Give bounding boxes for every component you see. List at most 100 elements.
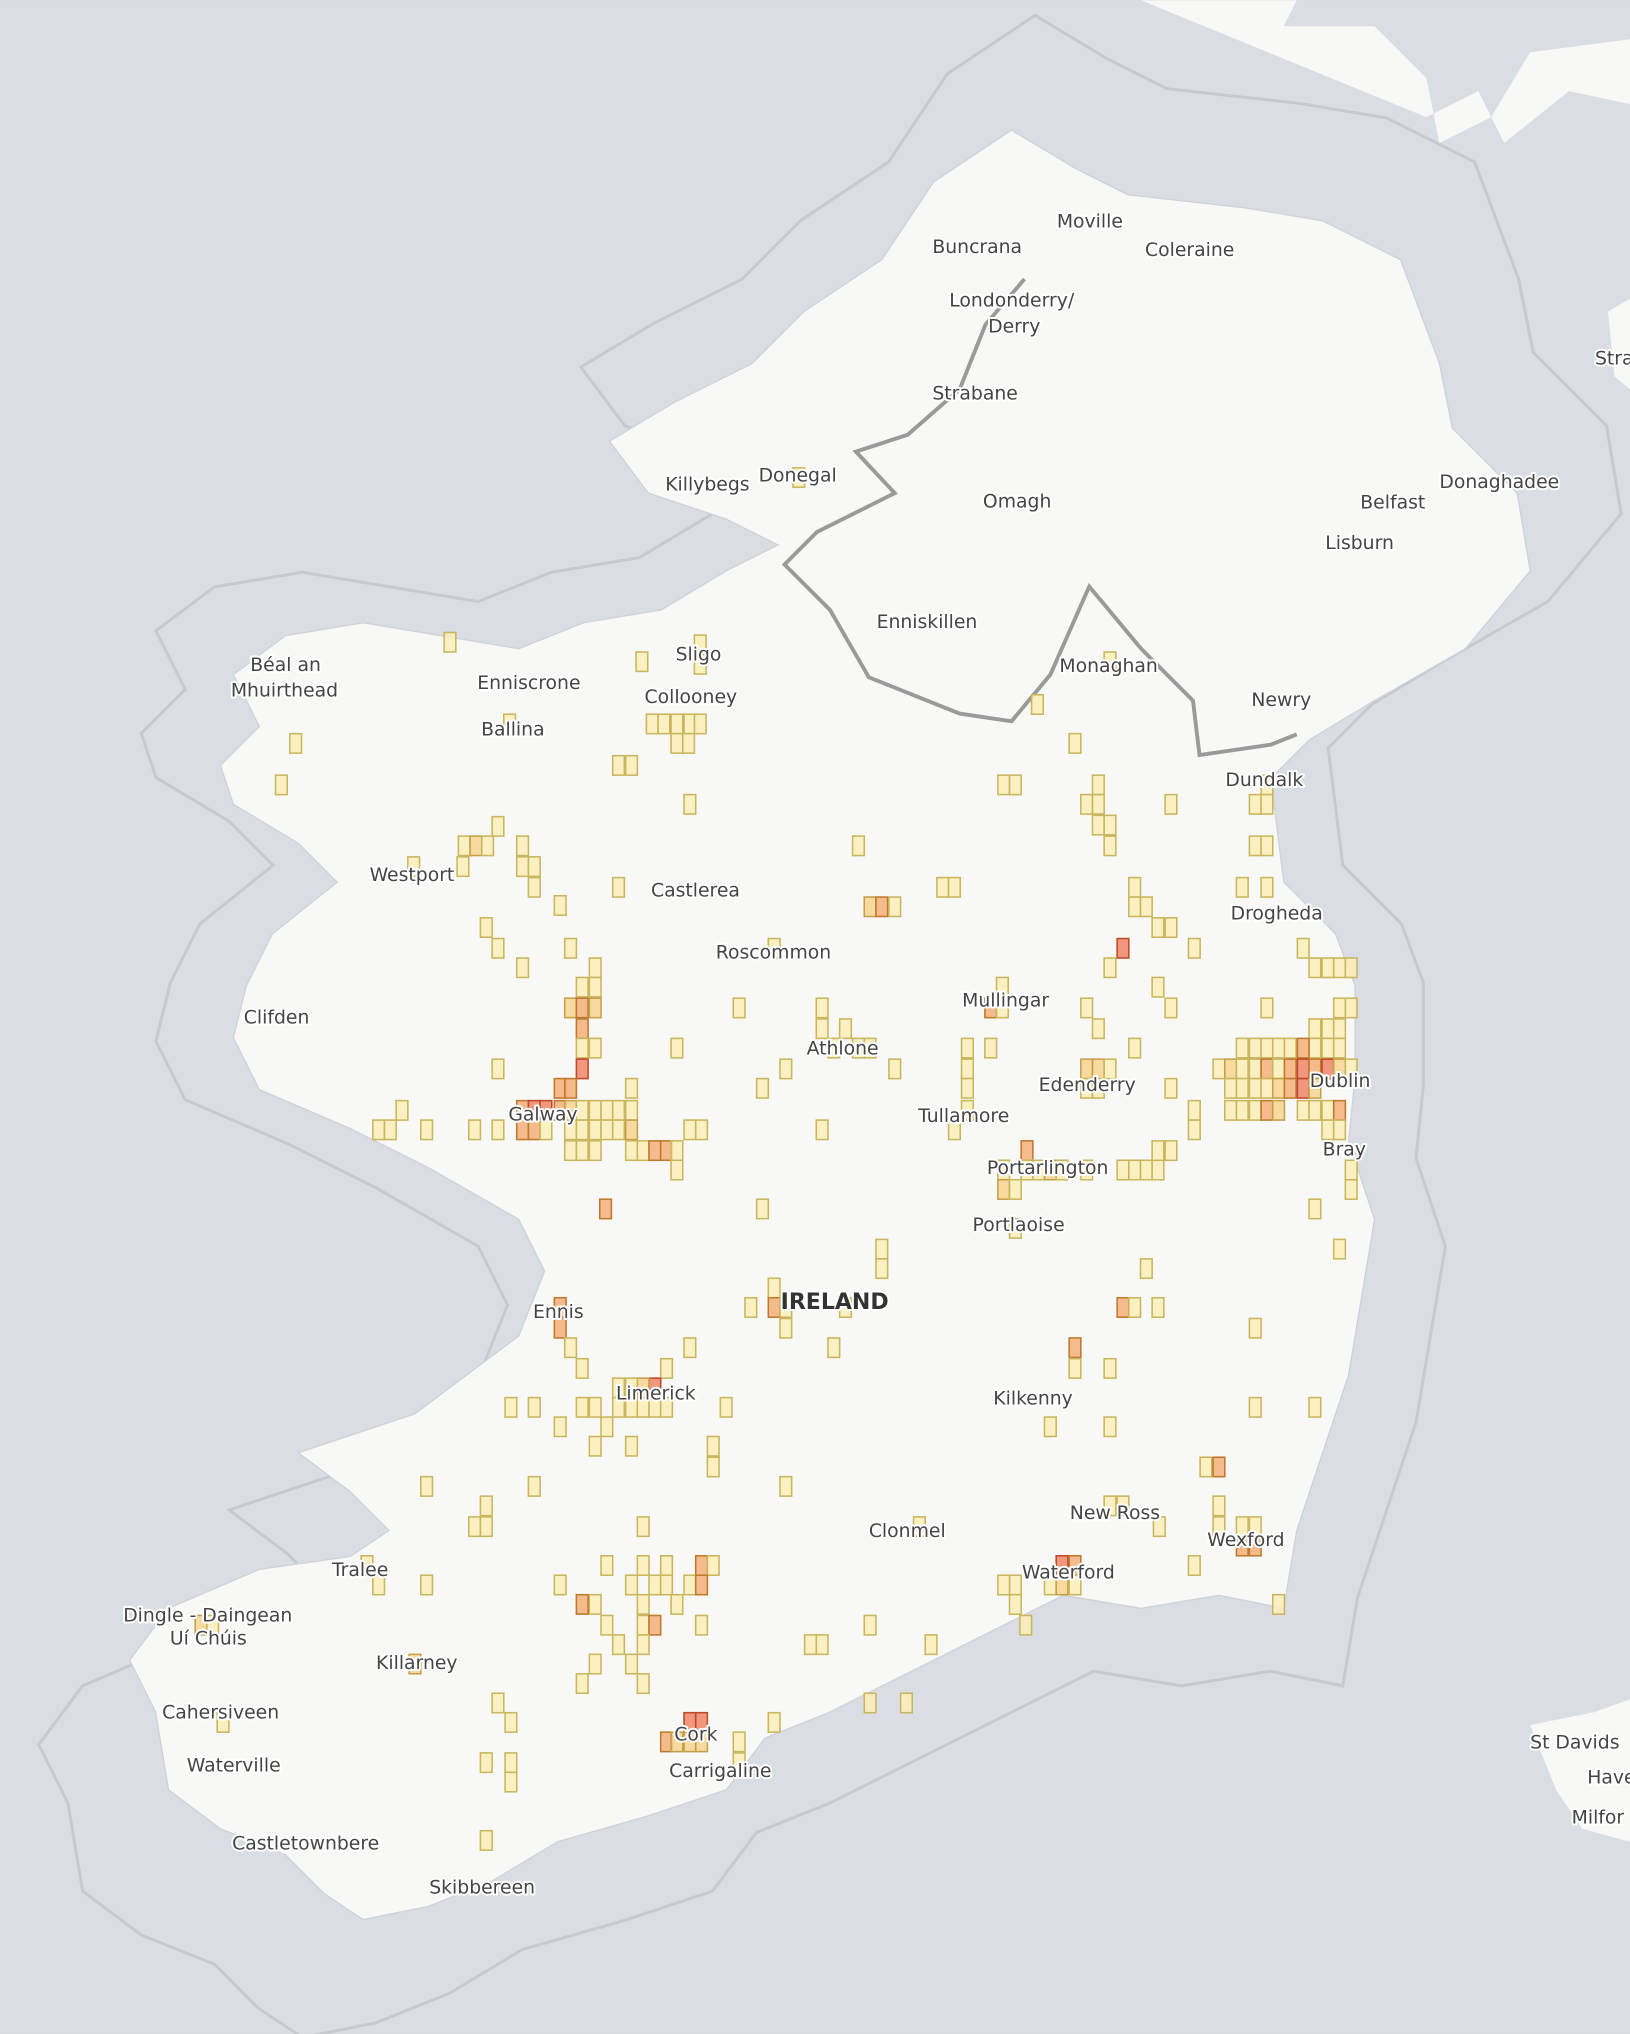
grid-cell[interactable]: [598, 1198, 613, 1220]
grid-cell[interactable]: [588, 1119, 602, 1141]
grid-cell[interactable]: [863, 1037, 877, 1059]
grid-cell[interactable]: [1308, 1018, 1322, 1040]
grid-cell[interactable]: [1260, 1099, 1274, 1121]
grid-cell[interactable]: [360, 1555, 374, 1577]
grid-cell[interactable]: [1248, 835, 1262, 857]
grid-cell[interactable]: [539, 1119, 553, 1141]
grid-cell[interactable]: [575, 1673, 589, 1695]
grid-cell[interactable]: [683, 1119, 697, 1141]
grid-cell[interactable]: [588, 1435, 602, 1457]
grid-cell[interactable]: [719, 1396, 733, 1418]
grid-cell[interactable]: [395, 1099, 409, 1121]
grid-cell[interactable]: [491, 937, 505, 959]
grid-cell[interactable]: [588, 1396, 602, 1418]
grid-cell[interactable]: [1223, 1099, 1238, 1121]
grid-cell[interactable]: [838, 1296, 853, 1318]
grid-cell[interactable]: [588, 1140, 602, 1162]
grid-cell[interactable]: [767, 1277, 781, 1299]
grid-cell[interactable]: [767, 1296, 781, 1318]
grid-cell[interactable]: [611, 754, 626, 776]
grid-cell[interactable]: [1116, 937, 1130, 959]
grid-cell[interactable]: [588, 997, 602, 1019]
grid-cell[interactable]: [1296, 1058, 1310, 1080]
grid-cell[interactable]: [420, 1574, 434, 1596]
grid-cell[interactable]: [600, 1119, 614, 1141]
grid-cell[interactable]: [693, 713, 707, 735]
grid-cell[interactable]: [1139, 1159, 1153, 1181]
grid-cell[interactable]: [1091, 1077, 1105, 1099]
grid-cell[interactable]: [1332, 997, 1347, 1019]
grid-cell[interactable]: [670, 1140, 684, 1162]
grid-cell[interactable]: [1296, 1077, 1310, 1099]
grid-cell[interactable]: [274, 774, 289, 796]
grid-cell[interactable]: [1128, 896, 1142, 918]
grid-cell[interactable]: [995, 997, 1009, 1019]
grid-cell[interactable]: [947, 876, 962, 898]
grid-cell[interactable]: [694, 1555, 709, 1577]
grid-cell[interactable]: [1248, 1058, 1262, 1080]
grid-cell[interactable]: [997, 1574, 1011, 1596]
grid-cell[interactable]: [1321, 1018, 1335, 1040]
grid-cell[interactable]: [670, 732, 684, 754]
grid-cell[interactable]: [408, 1653, 422, 1675]
grid-cell[interactable]: [984, 1037, 998, 1059]
grid-cell[interactable]: [1308, 1037, 1322, 1059]
grid-cell[interactable]: [611, 1099, 626, 1121]
grid-cell[interactable]: [1128, 876, 1142, 898]
grid-cell[interactable]: [1080, 793, 1094, 815]
grid-cell[interactable]: [420, 1475, 434, 1497]
grid-cell[interactable]: [372, 1574, 386, 1596]
grid-cell[interactable]: [1332, 1119, 1347, 1141]
grid-cell[interactable]: [624, 1653, 639, 1675]
grid-cell[interactable]: [1164, 793, 1178, 815]
grid-cell[interactable]: [1308, 1077, 1322, 1099]
grid-cell[interactable]: [645, 713, 659, 735]
grid-cell[interactable]: [600, 1555, 614, 1577]
grid-cell[interactable]: [420, 1119, 434, 1141]
grid-cell[interactable]: [670, 1159, 684, 1181]
grid-cell[interactable]: [636, 1555, 650, 1577]
grid-cell[interactable]: [670, 713, 684, 735]
grid-cell[interactable]: [1030, 693, 1045, 715]
grid-cell[interactable]: [624, 1077, 639, 1099]
grid-cell[interactable]: [1091, 814, 1105, 836]
grid-cell[interactable]: [1235, 1535, 1249, 1557]
grid-cell[interactable]: [553, 1317, 567, 1339]
grid-cell[interactable]: [1116, 1495, 1130, 1517]
grid-cell[interactable]: [1139, 896, 1153, 918]
grid-cell[interactable]: [1271, 1037, 1286, 1059]
grid-cell[interactable]: [588, 1653, 602, 1675]
grid-cell[interactable]: [575, 1593, 589, 1615]
grid-cell[interactable]: [1008, 774, 1022, 796]
grid-cell[interactable]: [1091, 793, 1105, 815]
grid-cell[interactable]: [1164, 1077, 1178, 1099]
grid-cell[interactable]: [1283, 1077, 1297, 1099]
grid-cell[interactable]: [553, 1574, 567, 1596]
grid-cell[interactable]: [1164, 917, 1178, 939]
grid-cell[interactable]: [755, 1077, 770, 1099]
grid-cell[interactable]: [1271, 1077, 1286, 1099]
grid-cell[interactable]: [1019, 1614, 1033, 1636]
grid-cell[interactable]: [1344, 1058, 1358, 1080]
grid-cell[interactable]: [1321, 1119, 1335, 1141]
grid-cell[interactable]: [732, 1731, 746, 1753]
grid-cell[interactable]: [515, 856, 530, 878]
grid-cell[interactable]: [1116, 1159, 1130, 1181]
grid-cell[interactable]: [575, 997, 589, 1019]
grid-cell[interactable]: [1235, 876, 1249, 898]
grid-cell[interactable]: [624, 1119, 639, 1141]
grid-cell[interactable]: [779, 1296, 793, 1318]
grid-cell[interactable]: [1332, 1238, 1347, 1260]
grid-cell[interactable]: [575, 1018, 589, 1040]
grid-cell[interactable]: [683, 1574, 697, 1596]
grid-cell[interactable]: [1187, 1119, 1201, 1141]
grid-cell[interactable]: [694, 1119, 709, 1141]
grid-cell[interactable]: [960, 1077, 974, 1099]
grid-cell[interactable]: [1344, 1159, 1358, 1181]
grid-cell[interactable]: [779, 1317, 793, 1339]
grid-cell[interactable]: [995, 976, 1009, 998]
grid-cell[interactable]: [1260, 793, 1274, 815]
grid-cell[interactable]: [1260, 876, 1274, 898]
grid-cell[interactable]: [575, 1119, 589, 1141]
